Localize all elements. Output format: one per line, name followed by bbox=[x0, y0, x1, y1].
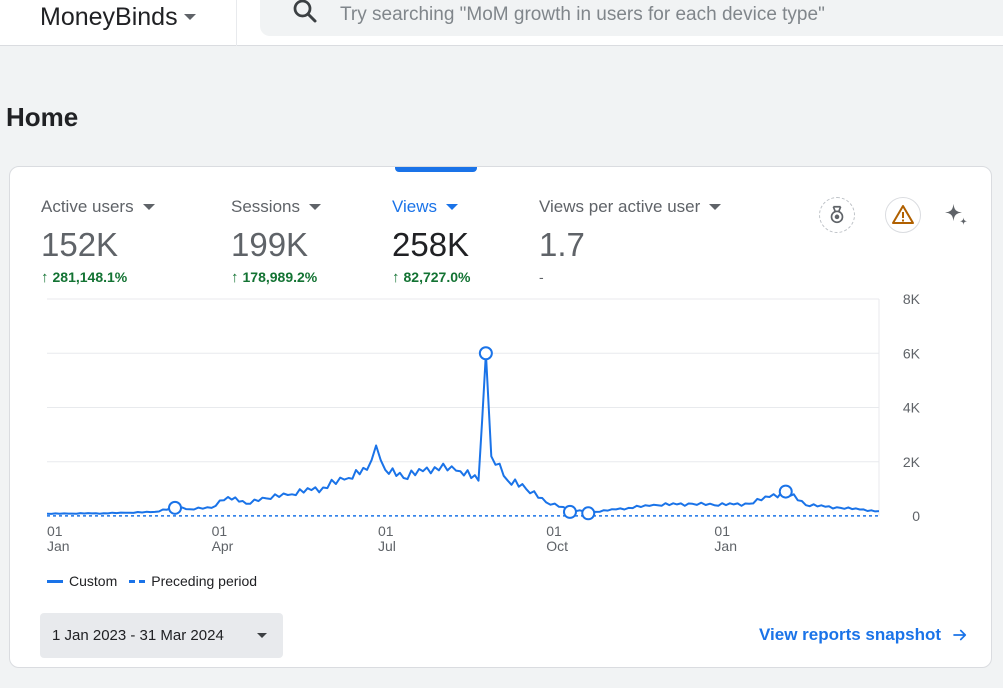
metric-label: Active users bbox=[41, 197, 134, 216]
date-range-picker[interactable]: 1 Jan 2023 - 31 Mar 2024 bbox=[40, 613, 283, 658]
metric-value: 152K bbox=[41, 226, 119, 263]
legend-preceding[interactable]: Preceding period bbox=[129, 573, 257, 589]
chart-legend: Custom Preceding period bbox=[47, 573, 269, 589]
x-tick-month: Jul bbox=[378, 538, 396, 554]
caret-down-icon bbox=[308, 204, 321, 210]
badge-icon[interactable] bbox=[819, 197, 855, 233]
y-tick-label: 4K bbox=[903, 400, 921, 416]
y-tick-label: 2K bbox=[903, 454, 921, 470]
x-tick-month: Oct bbox=[546, 538, 568, 554]
x-tick-day: 01 bbox=[546, 523, 562, 539]
top-bar: MoneyBinds bbox=[0, 0, 1003, 46]
y-tick-label: 6K bbox=[903, 345, 921, 361]
property-selector[interactable]: MoneyBinds bbox=[40, 0, 196, 34]
x-tick-day: 01 bbox=[378, 523, 394, 539]
x-tick-month: Apr bbox=[212, 538, 234, 554]
metric-value: 258K bbox=[392, 226, 470, 263]
overview-card: Active users 152K ↑ 281,148.1% Sessions 1… bbox=[9, 166, 992, 668]
x-tick-month: Jan bbox=[47, 538, 70, 554]
anomaly-marker bbox=[478, 346, 493, 361]
series-line-custom bbox=[46, 352, 880, 515]
metric-change: ↑ 281,148.1% bbox=[41, 268, 128, 286]
legend-label: Preceding period bbox=[151, 573, 258, 589]
y-tick-label: 0 bbox=[912, 508, 920, 524]
metric-label: Sessions bbox=[231, 197, 300, 216]
metric-active-users[interactable]: Active users 152K ↑ 281,148.1% bbox=[41, 195, 155, 287]
divider bbox=[236, 0, 237, 46]
anomaly-marker bbox=[778, 484, 793, 499]
metric-change: - bbox=[539, 269, 544, 285]
search-bar[interactable] bbox=[260, 0, 1003, 36]
page-title: Home bbox=[6, 102, 79, 132]
y-tick-label: 8K bbox=[903, 293, 921, 307]
search-input[interactable] bbox=[340, 0, 980, 36]
metric-views-per-user[interactable]: Views per active user 1.7 - bbox=[539, 195, 722, 287]
legend-swatch bbox=[129, 579, 146, 583]
legend-swatch bbox=[47, 579, 63, 583]
metric-label: Views per active user bbox=[539, 197, 701, 216]
active-tab-indicator bbox=[395, 167, 477, 172]
arrow-up-icon: ↑ bbox=[41, 268, 49, 286]
date-range-label: 1 Jan 2023 - 31 Mar 2024 bbox=[52, 627, 224, 644]
metric-change: ↑ 178,989.2% bbox=[231, 268, 318, 286]
metric-value: 1.7 bbox=[539, 226, 585, 263]
metric-label: Views bbox=[392, 197, 438, 216]
anomaly-marker bbox=[562, 504, 577, 519]
search-icon[interactable] bbox=[290, 0, 320, 26]
view-reports-snapshot-link[interactable]: View reports snapshot bbox=[759, 625, 969, 645]
caret-down-icon bbox=[709, 204, 722, 210]
legend-label: Custom bbox=[69, 573, 118, 589]
x-tick-day: 01 bbox=[47, 523, 63, 539]
anomaly-marker bbox=[581, 506, 596, 521]
arrow-up-icon: ↑ bbox=[392, 268, 400, 286]
caret-down-icon bbox=[183, 14, 196, 20]
sparkle-icon[interactable] bbox=[938, 197, 974, 233]
warning-icon[interactable] bbox=[885, 197, 921, 233]
anomaly-marker bbox=[168, 500, 182, 515]
caret-down-icon bbox=[257, 633, 267, 638]
metric-sessions[interactable]: Sessions 199K ↑ 178,989.2% bbox=[231, 195, 321, 287]
arrow-up-icon: ↑ bbox=[231, 268, 239, 286]
legend-custom[interactable]: Custom bbox=[47, 573, 117, 589]
metric-change: ↑ 82,727.0% bbox=[392, 268, 471, 286]
link-label: View reports snapshot bbox=[758, 625, 941, 644]
x-tick-month: Jan bbox=[714, 538, 737, 554]
x-tick-day: 01 bbox=[714, 523, 730, 539]
metric-value: 199K bbox=[231, 226, 309, 263]
brand-name: MoneyBinds bbox=[40, 2, 178, 31]
arrow-right-icon bbox=[953, 629, 967, 641]
metric-views[interactable]: Views 258K ↑ 82,727.0% bbox=[392, 195, 470, 287]
x-tick-day: 01 bbox=[212, 523, 228, 539]
caret-down-icon bbox=[446, 204, 459, 210]
caret-down-icon bbox=[142, 204, 155, 210]
